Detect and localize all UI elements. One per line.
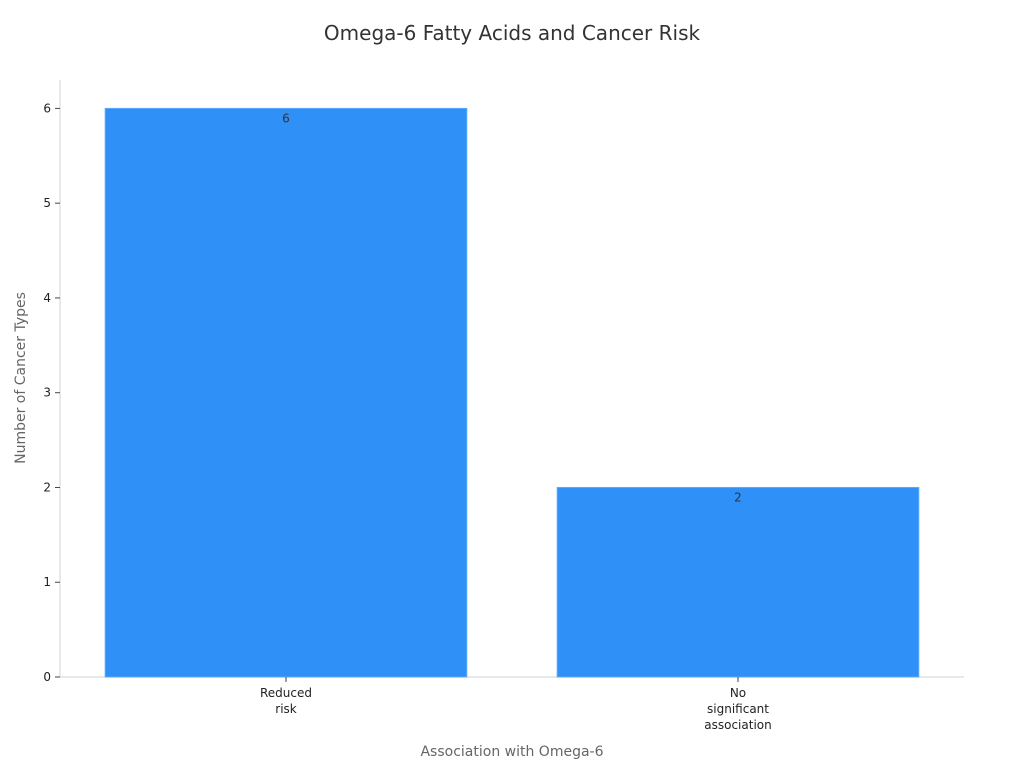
bar-series [104, 107, 920, 678]
y-axis-ticks: 0 1 2 3 4 5 6 [43, 101, 60, 684]
y-tick-label: 0 [43, 670, 51, 684]
x-tick-label-line: Reduced [260, 686, 312, 700]
y-tick-label: 5 [43, 196, 51, 210]
x-tick-label-line: risk [275, 702, 297, 716]
y-tick-label: 1 [43, 575, 51, 589]
y-axis-title: Number of Cancer Types [13, 292, 29, 464]
y-tick-label: 4 [43, 291, 51, 305]
x-tick-label: Reduced risk [260, 686, 312, 716]
x-tick-label-line: significant [707, 702, 769, 716]
bar-data-label: 2 [734, 490, 742, 504]
bar [104, 107, 468, 678]
y-tick-label: 3 [43, 386, 51, 400]
y-tick-label: 2 [43, 480, 51, 494]
x-tick-label-line: No [730, 686, 746, 700]
x-tick-label: No significant association [704, 686, 771, 732]
bar-data-labels: 62 [282, 111, 742, 504]
bar [556, 486, 920, 678]
y-tick-label: 6 [43, 101, 51, 115]
x-axis-title: Association with Omega-6 [420, 744, 603, 760]
chart-title: Omega-6 Fatty Acids and Cancer Risk [324, 21, 701, 45]
x-axis-ticks: Reduced risk No significant association [260, 677, 772, 732]
x-tick-label-line: association [704, 718, 771, 732]
bar-data-label: 6 [282, 111, 290, 125]
